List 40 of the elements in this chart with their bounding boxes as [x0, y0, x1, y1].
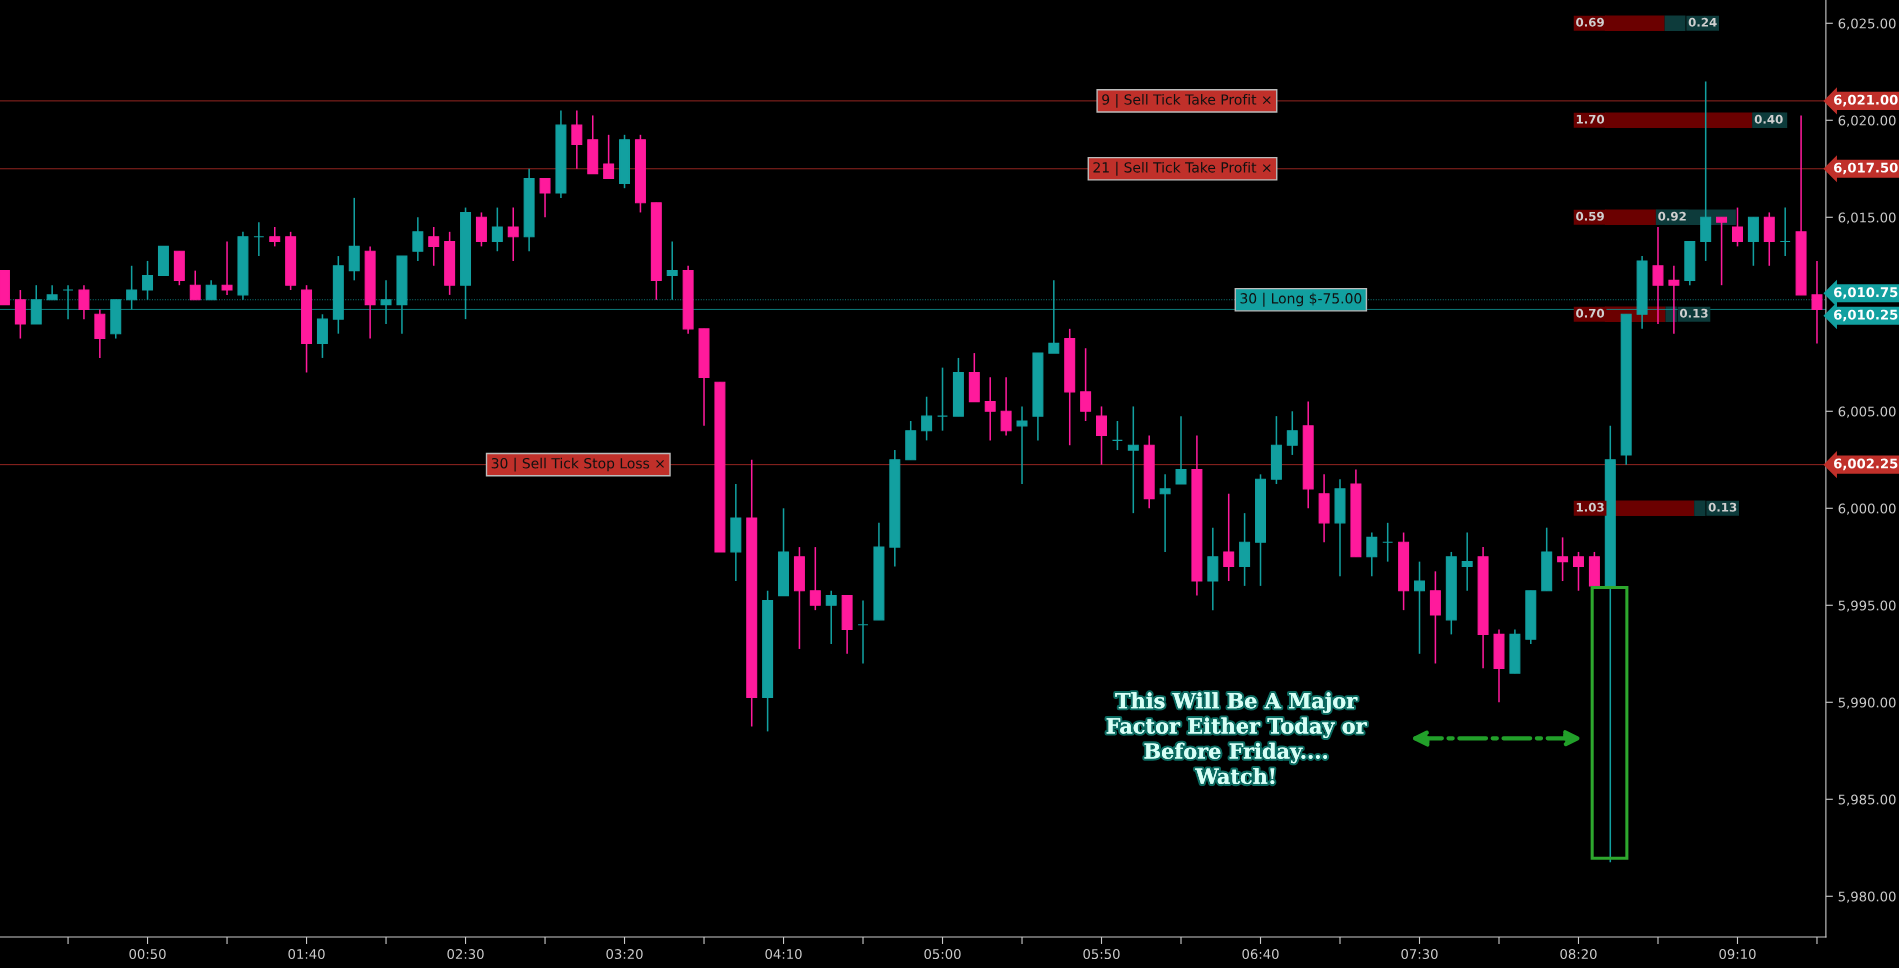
x-tick-label: 05:50	[1083, 949, 1120, 960]
y-tick-label: 6,005.00	[1838, 406, 1896, 418]
data-label: 0.69	[1576, 17, 1604, 27]
y-tick-label: 6,025.00	[1838, 18, 1896, 30]
ref-line-label: 6,021.00	[1834, 94, 1898, 107]
data-label: 0.13	[1679, 308, 1708, 318]
annotation: 30 | Sell Tick Stop Loss ×	[491, 457, 664, 472]
x-tick-label: 01:40	[288, 949, 325, 960]
x-tick-label: 02:30	[447, 949, 484, 960]
y-tick-label: 6,015.00	[1838, 212, 1896, 224]
ref-line-label: 6,002.25	[1834, 458, 1898, 471]
ref-line-label: 6,010.75	[1834, 287, 1898, 299]
data-label: 1.03	[1576, 502, 1604, 512]
x-tick-label: 07:30	[1401, 949, 1438, 960]
y-tick-label: 5,985.00	[1838, 794, 1896, 806]
data-label: 0.92	[1658, 211, 1686, 221]
annotation: 30 | Long $-75.00	[1240, 292, 1362, 307]
y-tick-label: 5,990.00	[1838, 697, 1896, 709]
y-tick-label: 5,995.00	[1838, 600, 1896, 612]
annotation: 21 | Sell Tick Take Profit ×	[1093, 161, 1271, 176]
y-tick-label: 6,000.00	[1838, 503, 1896, 515]
annotation: This Will Be A Major Factor Either Today or Before Friday.... Watch!	[1106, 692, 1367, 785]
data-label: 0.59	[1576, 211, 1604, 221]
x-tick-label: 04:10	[765, 949, 802, 960]
x-tick-label: 05:00	[924, 949, 961, 960]
annotation: 9 | Sell Tick Take Profit ×	[1102, 93, 1271, 108]
x-tick-label: 03:20	[606, 949, 643, 960]
x-tick-label: 08:20	[1560, 949, 1597, 960]
data-label: 0.70	[1576, 308, 1605, 318]
ref-line-label: 6,010.25	[1834, 309, 1898, 322]
data-label: 1.70	[1576, 114, 1605, 124]
x-tick-label: 00:50	[129, 949, 166, 960]
data-label: 0.13	[1708, 502, 1737, 512]
data-label: 0.40	[1754, 114, 1783, 124]
data-label: 0.24	[1688, 17, 1717, 27]
y-tick-label: 6,020.00	[1838, 115, 1896, 127]
ref-line-label: 6,017.50	[1834, 162, 1898, 175]
x-tick-label: 06:40	[1242, 949, 1279, 960]
y-tick-label: 5,980.00	[1838, 891, 1896, 903]
x-tick-label: 09:10	[1719, 949, 1756, 960]
